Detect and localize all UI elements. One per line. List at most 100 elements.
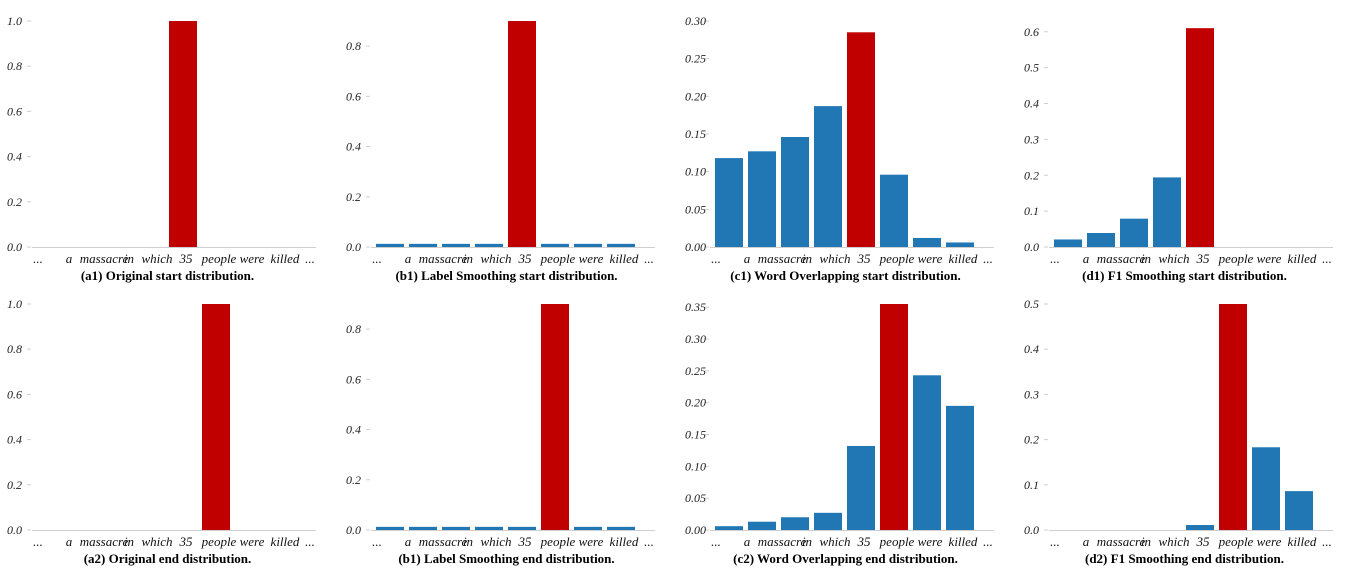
y-tick-label: 0.00 <box>685 523 706 537</box>
x-tick-label: in <box>124 534 134 549</box>
y-tick-label: 0.4 <box>7 433 22 447</box>
y-tick-label: 1.0 <box>7 14 22 28</box>
chart-panel-c2: 0.00 0.05 0.10 0.15 0.20 0.25 0.30 0.35... a mass… <box>678 283 1013 568</box>
y-tick-label: 0.3 <box>1024 132 1039 146</box>
y-tick-label: 0.8 <box>346 39 361 53</box>
y-tick-label: 0.1 <box>1024 478 1039 492</box>
bar-chart-c1: 0.00 0.05 0.10 0.15 0.20 0.25 0.30... a massacre… <box>685 14 994 266</box>
x-tick-label: 35 <box>857 534 872 549</box>
y-tick-label: 0.15 <box>685 428 706 442</box>
x-tick-label: massacre <box>419 534 468 549</box>
y-tick-label: 0.2 <box>346 190 361 204</box>
x-tick-label: a <box>1083 251 1090 266</box>
y-tick-label: 0.25 <box>685 364 706 378</box>
x-tick-label: were <box>240 534 265 549</box>
y-tick-label: 0.05 <box>685 202 706 216</box>
x-tick-label: a <box>66 251 73 266</box>
x-tick-label: which <box>141 534 172 549</box>
bar <box>1153 177 1181 247</box>
bar <box>1120 218 1148 247</box>
bar <box>442 526 470 530</box>
ellipsis-right-label: ... <box>305 534 315 549</box>
y-tick-label: 0.2 <box>346 473 361 487</box>
y-tick-label: 0.20 <box>685 89 706 103</box>
bar <box>475 243 503 247</box>
bar <box>541 243 569 247</box>
x-tick-label: in <box>1141 251 1151 266</box>
x-tick-label: in <box>463 251 473 266</box>
x-tick-label: killed <box>271 251 300 266</box>
ellipsis-right-label: ... <box>983 534 993 549</box>
x-tick-label: 35 <box>518 251 533 266</box>
x-tick-label: people <box>201 251 237 266</box>
y-tick-label: 0.4 <box>1024 342 1039 356</box>
x-tick-label: people <box>879 251 915 266</box>
x-tick-label: killed <box>949 251 978 266</box>
x-tick-label: were <box>579 534 604 549</box>
ellipsis-left-label: ... <box>33 534 43 549</box>
y-tick-label: 0.0 <box>1024 240 1039 254</box>
x-tick-label: a <box>405 251 412 266</box>
x-tick-label: people <box>201 534 237 549</box>
x-tick-label: 35 <box>857 251 872 266</box>
y-tick-label: 0.30 <box>685 332 706 346</box>
y-tick-label: 0.10 <box>685 165 706 179</box>
bar-highlight <box>541 304 569 530</box>
x-tick-label: 35 <box>179 534 194 549</box>
chart-caption-b2: (b1) Label Smoothing end distribution. <box>398 551 615 566</box>
y-tick-label: 0.8 <box>7 59 22 73</box>
bar <box>880 174 908 247</box>
y-tick-label: 0.00 <box>685 240 706 254</box>
y-tick-label: 0.35 <box>685 300 706 314</box>
x-tick-label: people <box>1218 534 1254 549</box>
x-tick-label: which <box>819 251 850 266</box>
bar <box>1252 447 1280 530</box>
y-tick-label: 0.4 <box>346 423 361 437</box>
bar <box>715 526 743 530</box>
x-tick-label: 35 <box>179 251 194 266</box>
x-tick-label: people <box>540 251 576 266</box>
x-tick-label: in <box>124 251 134 266</box>
ellipsis-left-label: ... <box>711 251 721 266</box>
x-tick-label: killed <box>610 251 639 266</box>
bar-highlight <box>1219 304 1247 530</box>
y-tick-label: 0.2 <box>1024 168 1039 182</box>
x-tick-label: a <box>744 534 751 549</box>
x-tick-label: killed <box>1288 534 1317 549</box>
y-tick-label: 0.5 <box>1024 61 1039 75</box>
x-tick-label: 35 <box>1196 534 1211 549</box>
bar-highlight <box>1186 28 1214 247</box>
bar <box>847 445 875 530</box>
chart-caption-a1: (a1) Original start distribution. <box>80 268 255 283</box>
x-tick-label: which <box>819 534 850 549</box>
x-tick-label: a <box>744 251 751 266</box>
y-tick-label: 0.20 <box>685 396 706 410</box>
bar <box>781 517 809 530</box>
bar <box>913 375 941 530</box>
ellipsis-right-label: ... <box>305 251 315 266</box>
chart-panel-a2: 0.0 0.2 0.4 0.6 0.8 1.0... a massacre in which 35 p… <box>0 283 335 568</box>
x-tick-label: were <box>579 251 604 266</box>
ellipsis-left-label: ... <box>1050 251 1060 266</box>
x-tick-label: in <box>463 534 473 549</box>
chart-caption-c1: (c1) Word Overlapping start distribution… <box>730 268 961 283</box>
y-tick-label: 0.1 <box>1024 204 1039 218</box>
y-tick-label: 0.0 <box>346 523 361 537</box>
y-tick-label: 0.5 <box>1024 297 1039 311</box>
ellipsis-right-label: ... <box>983 251 993 266</box>
ellipsis-left-label: ... <box>33 251 43 266</box>
y-tick-label: 0.05 <box>685 491 706 505</box>
ellipsis-right-label: ... <box>1322 251 1332 266</box>
x-tick-label: massacre <box>1097 251 1146 266</box>
bar-highlight <box>847 32 875 247</box>
bar <box>814 512 842 530</box>
y-tick-label: 0.8 <box>7 342 22 356</box>
bar <box>376 243 404 247</box>
bar-highlight <box>202 304 230 530</box>
bar <box>475 526 503 530</box>
bar <box>442 243 470 247</box>
